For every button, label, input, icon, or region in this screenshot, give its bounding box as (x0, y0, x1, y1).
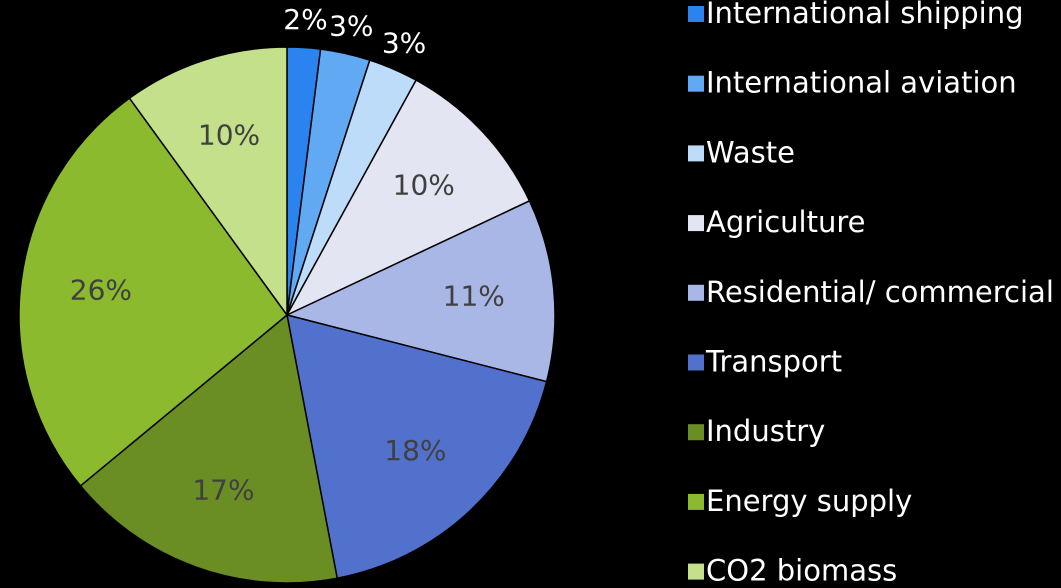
legend-swatch (688, 145, 704, 162)
pie-slice (284, 199, 556, 383)
legend-swatch (688, 424, 704, 441)
legend-swatch (688, 563, 704, 580)
data-label: 3% (382, 26, 426, 59)
pie-slice (79, 313, 339, 584)
legend-label: Energy supply (706, 484, 912, 518)
legend-label: Industry (706, 414, 825, 448)
legend-label: International shipping (706, 0, 1024, 30)
legend-swatch (688, 354, 704, 371)
legend-label: CO2 biomass (706, 554, 897, 588)
legend-swatch (688, 75, 704, 92)
legend-swatch (688, 215, 704, 232)
legend-label: Agriculture (706, 205, 866, 239)
legend-swatch (688, 6, 704, 22)
legend-swatch (688, 284, 704, 301)
data-label: 18% (384, 434, 446, 467)
data-label: 2% (283, 3, 327, 36)
data-label: 10% (393, 169, 455, 202)
pie-slice (286, 313, 548, 580)
data-label: 10% (198, 119, 260, 152)
pie-slice (18, 97, 289, 487)
legend-label: International aviation (706, 66, 1017, 100)
data-label: 17% (192, 474, 254, 507)
legend-label: Residential/ commercial (706, 275, 1054, 309)
legend-label: Transport (705, 345, 842, 379)
pie-slice (128, 46, 288, 318)
pie-slice (285, 79, 531, 317)
legend-swatch (688, 493, 704, 510)
data-label: 11% (443, 279, 505, 312)
data-label: 26% (70, 273, 132, 306)
data-label: 3% (329, 9, 373, 42)
legend-label: Waste (706, 135, 795, 169)
